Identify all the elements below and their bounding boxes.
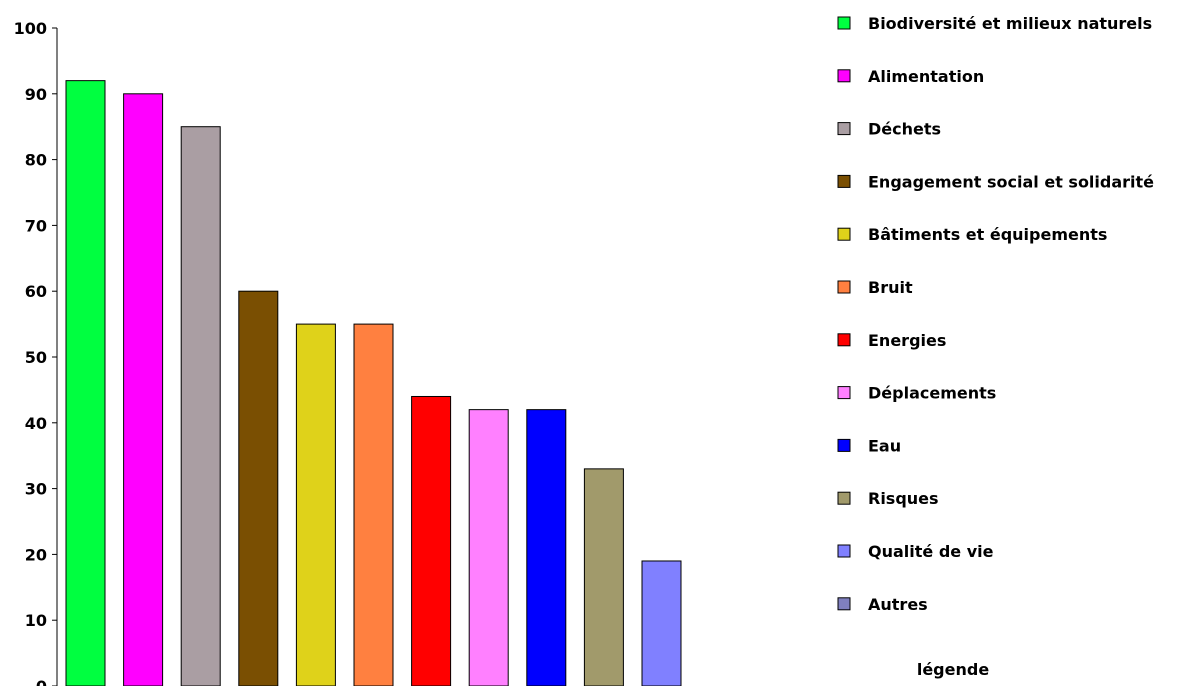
bar [65, 80, 106, 686]
bar [353, 323, 394, 686]
bar [295, 323, 336, 686]
y-tick-label: 0 [36, 677, 47, 686]
legend-swatch [837, 597, 851, 611]
bar [411, 395, 452, 686]
legend-title: légende [917, 660, 989, 679]
bar [180, 126, 221, 686]
bar [583, 468, 624, 686]
y-tick-label: 20 [25, 545, 47, 564]
y-tick-label: 70 [25, 216, 47, 235]
bars [65, 80, 682, 686]
bar [468, 409, 509, 686]
y-axis: 0 10 20 30 40 50 60 70 80 90 100 [14, 19, 58, 686]
legend-swatch [837, 174, 851, 188]
legend-swatch [837, 69, 851, 83]
legend-label: Energies [868, 331, 946, 350]
bar [238, 290, 279, 686]
y-tick-label: 50 [25, 348, 47, 367]
legend: Biodiversité et milieux naturels Alimenta… [837, 14, 1154, 614]
bar [641, 560, 682, 686]
legend-swatch [837, 333, 851, 347]
y-tick-label: 90 [25, 85, 47, 104]
legend-label: Bruit [868, 278, 913, 297]
legend-label: Déplacements [868, 384, 996, 403]
legend-swatch [837, 438, 851, 452]
y-tick-label: 30 [25, 480, 47, 499]
legend-label: Autres [868, 595, 928, 614]
y-tick-label: 60 [25, 282, 47, 301]
legend-swatch [837, 491, 851, 505]
y-tick-label: 40 [25, 414, 47, 433]
legend-label: Biodiversité et milieux naturels [868, 14, 1152, 33]
legend-swatch [837, 280, 851, 294]
legend-label: Alimentation [868, 67, 984, 86]
legend-label: Bâtiments et équipements [868, 225, 1107, 244]
legend-label: Risques [868, 489, 939, 508]
y-tick-label: 10 [25, 611, 47, 630]
legend-swatch [837, 122, 851, 136]
legend-label: Qualité de vie [868, 542, 994, 561]
legend-label: Engagement social et solidarité [868, 172, 1154, 191]
y-tick-label: 100 [14, 19, 47, 38]
legend-label: Eau [868, 436, 901, 455]
bar [123, 93, 164, 686]
legend-label: Déchets [868, 120, 941, 139]
legend-swatch [837, 227, 851, 241]
legend-swatch [837, 16, 851, 30]
legend-swatch [837, 386, 851, 400]
bar [526, 409, 567, 686]
legend-swatch [837, 544, 851, 558]
y-tick-label: 80 [25, 151, 47, 170]
